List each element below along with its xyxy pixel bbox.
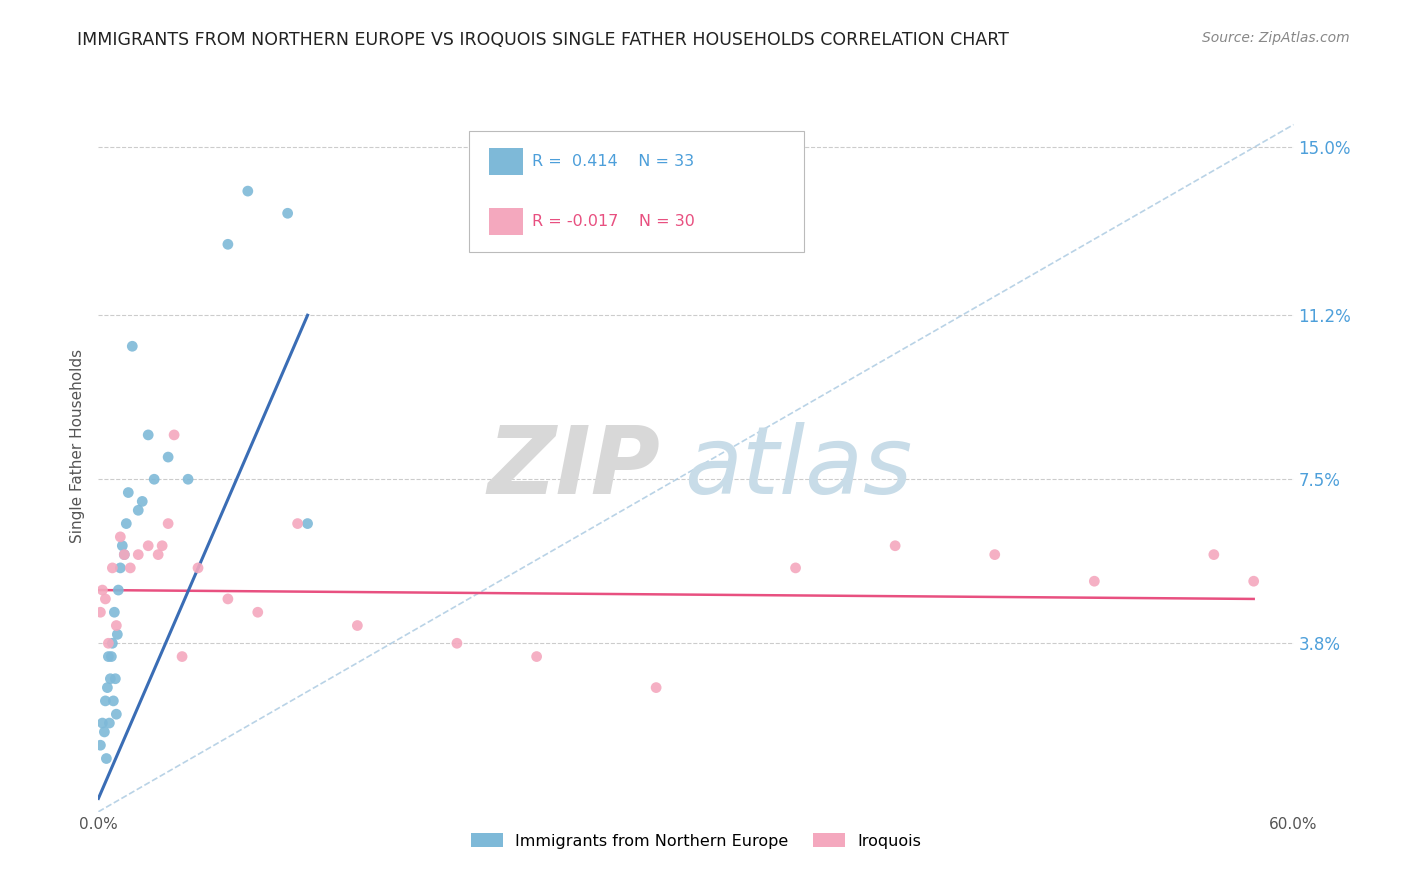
Point — [97, 636, 120, 650]
Text: Source: ZipAtlas.com: Source: ZipAtlas.com — [1202, 31, 1350, 45]
Point — [217, 237, 239, 252]
Text: ZIP: ZIP — [488, 422, 661, 514]
Point — [111, 539, 134, 553]
Point — [136, 428, 159, 442]
Point — [105, 618, 128, 632]
Point — [89, 605, 111, 619]
Point — [984, 548, 1007, 562]
Point — [101, 636, 124, 650]
Point — [177, 472, 200, 486]
Point — [103, 605, 125, 619]
Point — [1083, 574, 1105, 589]
Point — [100, 649, 122, 664]
Point — [157, 516, 180, 531]
Text: IMMIGRANTS FROM NORTHERN EUROPE VS IROQUOIS SINGLE FATHER HOUSEHOLDS CORRELATION: IMMIGRANTS FROM NORTHERN EUROPE VS IROQU… — [77, 31, 1010, 49]
Point — [104, 672, 127, 686]
Point — [884, 539, 907, 553]
Bar — [489, 147, 523, 176]
Point — [131, 494, 153, 508]
Point — [136, 539, 159, 553]
Point — [105, 627, 128, 641]
Point — [101, 561, 124, 575]
Point — [143, 472, 166, 486]
Point — [112, 548, 135, 562]
Point — [246, 605, 269, 619]
Point — [110, 530, 132, 544]
FancyBboxPatch shape — [470, 131, 804, 252]
Text: R =  0.414    N = 33: R = 0.414 N = 33 — [533, 154, 695, 169]
Point — [94, 591, 117, 606]
Point — [94, 694, 117, 708]
Point — [107, 583, 129, 598]
Point — [93, 725, 115, 739]
Point — [236, 184, 259, 198]
Point — [446, 636, 468, 650]
Point — [91, 716, 114, 731]
Text: atlas: atlas — [685, 423, 912, 514]
Point — [98, 716, 121, 731]
Point — [120, 561, 142, 575]
Point — [89, 738, 111, 752]
Point — [97, 649, 120, 664]
Point — [98, 672, 122, 686]
Bar — [489, 208, 523, 235]
Point — [96, 751, 118, 765]
Point — [1243, 574, 1265, 589]
Point — [172, 649, 194, 664]
Point — [117, 485, 139, 500]
Point — [121, 339, 143, 353]
Point — [127, 548, 149, 562]
Point — [127, 503, 149, 517]
Point — [105, 707, 128, 722]
Point — [96, 681, 118, 695]
Point — [217, 591, 239, 606]
Point — [112, 548, 135, 562]
Point — [287, 516, 309, 531]
Point — [277, 206, 299, 220]
Point — [163, 428, 186, 442]
Text: R = -0.017    N = 30: R = -0.017 N = 30 — [533, 214, 695, 229]
Point — [103, 694, 125, 708]
Legend: Immigrants from Northern Europe, Iroquois: Immigrants from Northern Europe, Iroquoi… — [464, 827, 928, 855]
Point — [187, 561, 209, 575]
Point — [115, 516, 138, 531]
Point — [150, 539, 173, 553]
Point — [526, 649, 548, 664]
Point — [157, 450, 180, 464]
Point — [148, 548, 170, 562]
Point — [785, 561, 807, 575]
Point — [297, 516, 319, 531]
Point — [91, 583, 114, 598]
Point — [346, 618, 368, 632]
Y-axis label: Single Father Households: Single Father Households — [69, 349, 84, 543]
Point — [110, 561, 132, 575]
Point — [645, 681, 668, 695]
Point — [1202, 548, 1225, 562]
